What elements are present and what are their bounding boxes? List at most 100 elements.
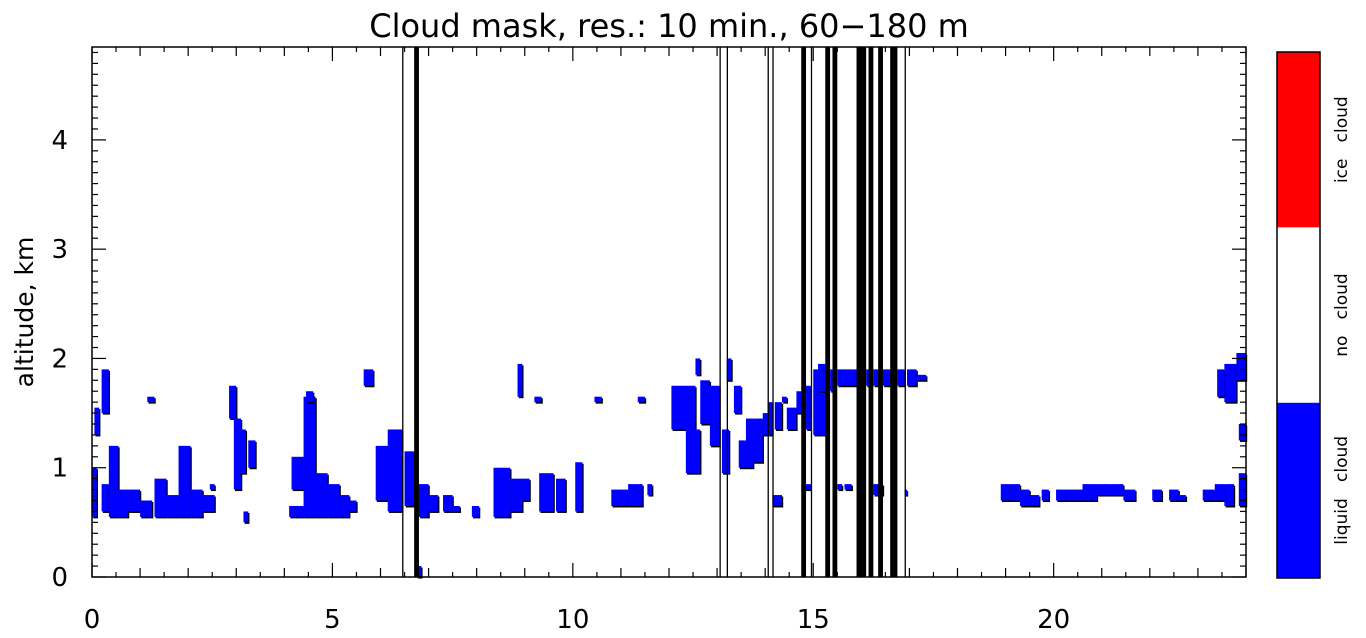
no-data-column [890, 47, 898, 577]
liquid-cloud-cell [1111, 484, 1124, 496]
liquid-cloud-cell [493, 467, 511, 517]
liquid-cloud-cell [202, 495, 215, 512]
liquid-cloud-cell [721, 429, 730, 474]
cloud-cells-layer [92, 352, 1248, 579]
no-data-column [801, 47, 807, 577]
liquid-cloud-cell [303, 396, 316, 517]
liquid-cloud-cell [315, 473, 328, 517]
liquid-cloud-cell [575, 462, 583, 512]
x-tick-label: 5 [324, 605, 341, 635]
no-data-column [856, 47, 867, 577]
liquid-cloud-cell [695, 358, 701, 375]
y-tick-label: 2 [51, 344, 68, 374]
liquid-cloud-cell [1041, 489, 1049, 501]
no-data-column [825, 47, 831, 577]
no-data-column [832, 47, 838, 577]
liquid-cloud-cell [128, 489, 141, 512]
liquid-cloud-cell [1224, 363, 1237, 403]
no-data-line [810, 47, 813, 577]
liquid-cloud-cell [556, 478, 566, 512]
plot-area [92, 47, 1248, 579]
liquid-cloud-cell [1020, 489, 1030, 506]
liquid-cloud-cell [363, 369, 374, 386]
liquid-cloud-cell [522, 478, 530, 501]
liquid-cloud-cell [229, 385, 237, 419]
liquid-cloud-cell [907, 369, 917, 386]
liquid-cloud-cell [1217, 369, 1225, 397]
liquid-cloud-cell [349, 500, 357, 512]
liquid-cloud-cell [418, 484, 429, 517]
liquid-cloud-cell [1123, 489, 1136, 501]
liquid-cloud-cell [611, 489, 629, 506]
colorbar-swatch-no-cloud [1277, 227, 1320, 403]
liquid-cloud-cell [873, 484, 879, 496]
liquid-cloud-cell [243, 511, 249, 523]
liquid-cloud-cell [190, 489, 203, 517]
x-tick-label: 0 [84, 605, 101, 635]
liquid-cloud-cell [238, 429, 246, 474]
liquid-cloud-cell [108, 445, 119, 517]
liquid-cloud-cell [539, 473, 554, 512]
colorbar-swatch-ice-cloud [1277, 52, 1320, 228]
liquid-cloud-cell [452, 505, 460, 512]
liquid-cloud-cell [671, 385, 696, 430]
liquid-cloud-cell [387, 429, 403, 512]
no-data-line [719, 47, 721, 577]
colorbar: liquid cloud no cloud ice cloud [1276, 51, 1352, 579]
x-tick-label: 10 [556, 605, 589, 635]
liquid-cloud-cell [209, 484, 215, 490]
y-tick-label: 0 [51, 563, 68, 593]
liquid-cloud-cell [781, 396, 787, 403]
liquid-cloud-cell [339, 495, 350, 517]
liquid-cloud-cell [101, 484, 109, 512]
liquid-cloud-cell [1068, 489, 1083, 501]
liquid-cloud-cell [517, 363, 523, 397]
liquid-cloud-cell [166, 495, 179, 517]
liquid-cloud-cell [647, 484, 653, 496]
liquid-cloud-cell [762, 413, 768, 435]
liquid-cloud-cell [178, 445, 191, 517]
liquid-cloud-cell [1236, 352, 1246, 381]
y-tick-label: 4 [51, 126, 68, 156]
colorbar-label-liquid-cloud: liquid cloud [1332, 436, 1352, 545]
liquid-cloud-cell [830, 369, 833, 392]
no-data-column [868, 47, 874, 577]
liquid-cloud-cell [866, 369, 869, 386]
liquid-cloud-cell [291, 456, 304, 490]
colorbar-swatch-liquid-cloud [1277, 402, 1320, 578]
liquid-cloud-cell [404, 451, 415, 506]
liquid-cloud-cell [733, 385, 742, 414]
liquid-cloud-cell [305, 391, 314, 403]
liquid-cloud-cell [709, 385, 720, 446]
no-data-line [402, 47, 404, 577]
colorbar-label-ice-cloud: ice cloud [1332, 96, 1352, 183]
liquid-cloud-cell [753, 418, 763, 463]
liquid-cloud-cell [685, 429, 701, 474]
liquid-cloud-cell [628, 484, 643, 506]
liquid-cloud-cell [443, 495, 453, 512]
liquid-cloud-cell [844, 484, 852, 490]
liquid-cloud-cell [1152, 489, 1162, 501]
liquid-cloud-cell [510, 478, 523, 512]
liquid-cloud-cell [289, 505, 304, 517]
x-tick-label: 15 [797, 605, 830, 635]
liquid-cloud-cell [1202, 489, 1215, 501]
liquid-cloud-cell [1056, 489, 1069, 501]
liquid-cloud-cell [147, 396, 155, 403]
liquid-cloud-cell [327, 484, 340, 517]
liquid-cloud-cell [101, 369, 109, 414]
axes: 0 5 10 15 20 0 1 2 3 4 [51, 46, 1247, 635]
liquid-cloud-cell [882, 369, 891, 386]
liquid-cloud-cell [818, 363, 826, 392]
liquid-cloud-cell [837, 369, 857, 386]
liquid-cloud-cell [1178, 495, 1186, 501]
no-data-column [878, 47, 883, 577]
liquid-cloud-cell [416, 566, 422, 577]
liquid-cloud-cell [534, 396, 542, 403]
liquid-cloud-cell [745, 418, 754, 468]
liquid-cloud-cell [248, 440, 256, 468]
liquid-cloud-cell [94, 407, 100, 435]
liquid-cloud-cell [806, 385, 811, 430]
liquid-cloud-cell [637, 396, 645, 403]
